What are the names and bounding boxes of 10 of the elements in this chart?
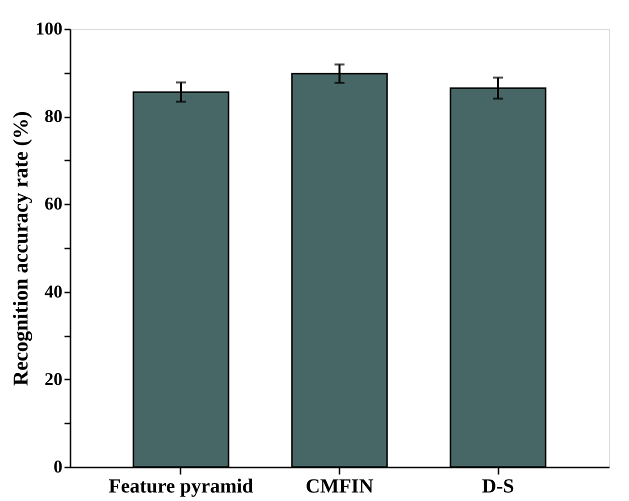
x-tick-label: CMFIN [306, 476, 374, 498]
y-tick-label: 40 [44, 281, 62, 302]
y-tick-label: 80 [44, 106, 62, 126]
x-tick-label: Feature pyramid [108, 476, 254, 498]
y-tick-label: 20 [44, 368, 62, 389]
y-axis-title: Recognition accuracy rate (%) [8, 111, 32, 386]
x-tick-label: D-S [482, 476, 514, 498]
y-tick-label: 100 [36, 18, 62, 38]
y-tick-label: 0 [54, 456, 62, 476]
y-tick-label: 60 [44, 194, 62, 214]
